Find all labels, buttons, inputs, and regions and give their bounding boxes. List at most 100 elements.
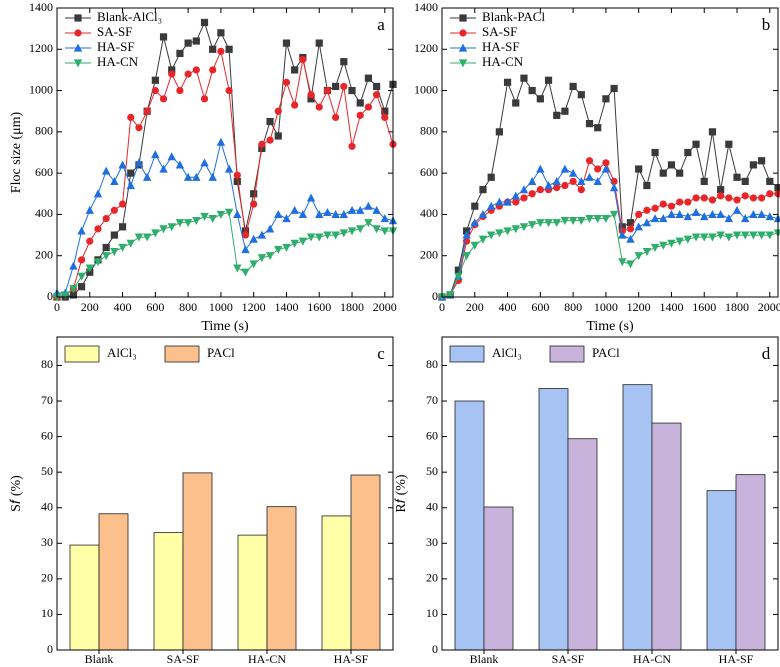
marker [577, 177, 586, 185]
marker [364, 219, 373, 228]
marker [233, 171, 241, 179]
legend-marker [74, 29, 82, 37]
marker [200, 212, 209, 221]
marker [282, 243, 291, 252]
panel: 0 200 400 600 800 1000 1200 1400 Time (s) b 0 200 40… [414, 0, 780, 334]
marker [651, 148, 659, 157]
y-tick-label: 200 [35, 247, 53, 261]
marker [724, 214, 734, 223]
y-tick-label: 10 [41, 606, 53, 620]
marker [749, 161, 758, 169]
marker [667, 210, 676, 219]
marker [536, 219, 545, 228]
marker [454, 272, 463, 281]
marker [609, 183, 619, 192]
y-tick-label: 60 [41, 428, 53, 442]
marker [675, 210, 684, 219]
legend-marker [458, 43, 468, 52]
bar [454, 400, 485, 651]
x-tick-label: 600 [531, 300, 549, 314]
marker [766, 177, 774, 185]
panel: 0 10 20 30 40 50 60 70 80 R𝑓 (%) d Blank SA-SF HA-CN H… [394, 336, 779, 666]
marker [479, 186, 487, 194]
marker [118, 243, 127, 252]
marker [373, 91, 381, 99]
y-tick-label: 70 [41, 393, 53, 407]
marker [291, 66, 299, 74]
marker [544, 76, 553, 84]
marker [250, 200, 258, 208]
y-tick-label: 200 [420, 247, 438, 261]
y-tick-label: 400 [35, 206, 53, 220]
marker [454, 266, 462, 274]
marker [700, 177, 708, 185]
marker [568, 168, 578, 177]
y-tick-label: 1200 [414, 41, 438, 55]
y-axis-label: Floc size (μm) [9, 111, 24, 193]
marker [183, 172, 193, 181]
marker [266, 117, 274, 126]
marker [372, 205, 381, 214]
marker [307, 91, 315, 99]
marker [601, 214, 611, 223]
marker [142, 172, 152, 181]
x-tick-label: HA-CN [248, 652, 286, 666]
y-tick-label: 1000 [29, 82, 53, 96]
marker [749, 231, 758, 240]
y-tick-label: 800 [420, 124, 438, 138]
marker [151, 76, 159, 84]
legend-marker [459, 29, 467, 37]
marker [373, 82, 381, 91]
x-axis-label: Time (s) [586, 319, 634, 334]
marker [110, 231, 118, 239]
marker [315, 210, 324, 219]
x-tick-label: 1200 [627, 300, 651, 314]
marker [224, 164, 234, 173]
x-tick-label: SA-SF [552, 652, 585, 666]
marker [585, 120, 594, 128]
marker [265, 252, 275, 261]
x-tick-label: 0 [54, 300, 60, 314]
marker [691, 233, 701, 242]
marker [520, 74, 528, 82]
marker [151, 229, 160, 238]
marker [192, 172, 201, 181]
marker [774, 190, 780, 198]
marker [593, 177, 602, 185]
marker [299, 56, 307, 64]
marker [93, 189, 103, 198]
marker [307, 95, 315, 103]
x-tick-label: 1600 [307, 300, 331, 314]
marker [282, 214, 291, 223]
marker [569, 177, 577, 185]
x-tick-label: Blank [470, 652, 499, 666]
bar [622, 384, 653, 651]
marker [667, 161, 676, 169]
marker [511, 225, 520, 234]
marker [225, 86, 233, 95]
legend-label: Blank-PACl [482, 9, 545, 24]
y-tick-label: 40 [426, 499, 438, 513]
y-tick-label: 0 [47, 642, 53, 656]
legend-label: SA-SF [482, 24, 517, 39]
marker [741, 177, 749, 185]
marker [168, 66, 176, 74]
marker [471, 202, 479, 210]
marker [192, 37, 200, 45]
marker [749, 210, 758, 219]
marker [134, 233, 144, 242]
marker [380, 214, 390, 223]
marker [183, 219, 193, 228]
marker [331, 210, 340, 219]
marker [512, 99, 520, 107]
marker [266, 136, 274, 144]
marker [208, 172, 217, 181]
marker [101, 166, 111, 175]
x-tick-label: 1200 [242, 300, 266, 314]
marker [290, 205, 299, 214]
marker [339, 210, 349, 219]
marker [577, 186, 585, 194]
marker [69, 261, 78, 270]
marker [560, 217, 570, 226]
x-tick-label: HA-SF [719, 652, 754, 666]
